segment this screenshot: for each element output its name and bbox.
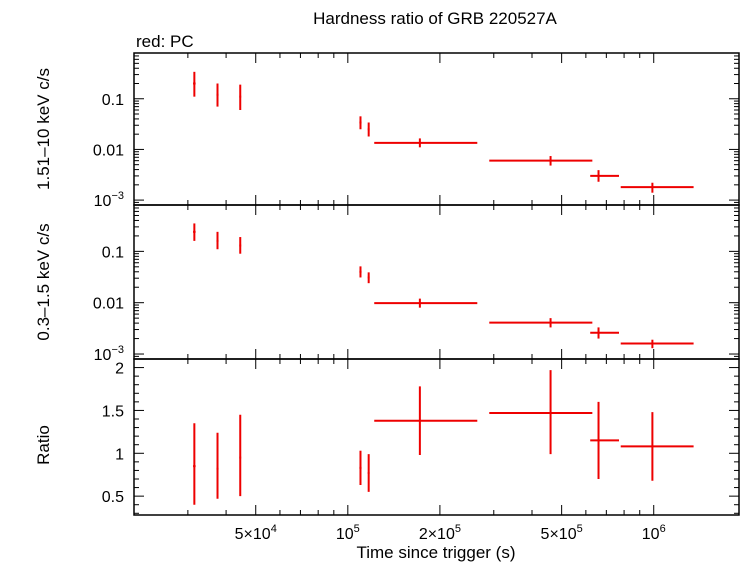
y-tick-label: 1.5 [102,403,124,420]
y-tick-label: 2 [115,361,124,378]
data-point [590,401,620,479]
data-point [620,412,694,481]
x-tick-label: 2×105 [419,523,461,543]
y-axis-title: 0.3–1.5 keV c/s [34,223,53,340]
data-point [590,170,620,182]
y-tick-label: 10−3 [94,190,124,210]
chart-title: Hardness ratio of GRB 220527A [313,9,557,28]
data-point [193,223,196,241]
x-tick-label: 106 [642,523,666,543]
data-point [216,432,219,499]
x-axis-title: Time since trigger (s) [356,543,515,562]
x-tick-label: 5×105 [541,523,583,543]
x-tick-label: 105 [336,523,360,543]
y-tick-label: 0.01 [93,142,124,159]
chart-subtitle: red: PC [136,32,194,51]
y-tick-label: 0.5 [102,489,124,506]
data-point [374,386,478,455]
panel-2: 0.1 0.01 10−3 0.3–1.5 keV c/s [34,204,740,364]
data-point [359,266,362,278]
data-point [367,454,370,492]
data-point [359,450,362,485]
x-tick-label: 5×104 [235,523,277,543]
data-point [193,423,196,505]
data-point [489,318,593,328]
panel-1: 0.1 0.01 10−3 1.51–10 keV c/s [34,52,740,210]
y-tick-label: 0.01 [93,296,124,313]
panels-group: 0.1 0.01 10−3 1.51–10 keV c/s 0.1 0.01 10−3 0.3… [34,52,740,543]
y-tick-label: 0.1 [102,92,124,109]
panel-frame [133,358,740,516]
data-point [367,122,370,137]
y-tick-label: 10−3 [94,344,124,364]
data-point [374,298,478,308]
panel-3: 0.5 1 1.5 2 Ratio [34,358,740,516]
data-point [239,237,242,254]
data-point [193,71,196,97]
y-tick-label: 1 [115,446,124,463]
data-point [620,339,694,349]
data-point [374,138,478,148]
data-point [367,272,370,284]
y-tick-label: 0.1 [102,244,124,261]
data-point [620,182,694,193]
data-point [489,156,593,166]
data-point [216,83,219,107]
data-point [489,370,593,455]
data-point [216,231,219,250]
y-axis-title: Ratio [34,425,53,465]
data-point [359,116,362,130]
y-axis-title: 1.51–10 keV c/s [34,68,53,190]
panel-frame [133,52,740,206]
data-point [239,84,242,110]
data-point [590,327,620,339]
panel-frame [133,204,740,360]
data-point [239,414,242,497]
